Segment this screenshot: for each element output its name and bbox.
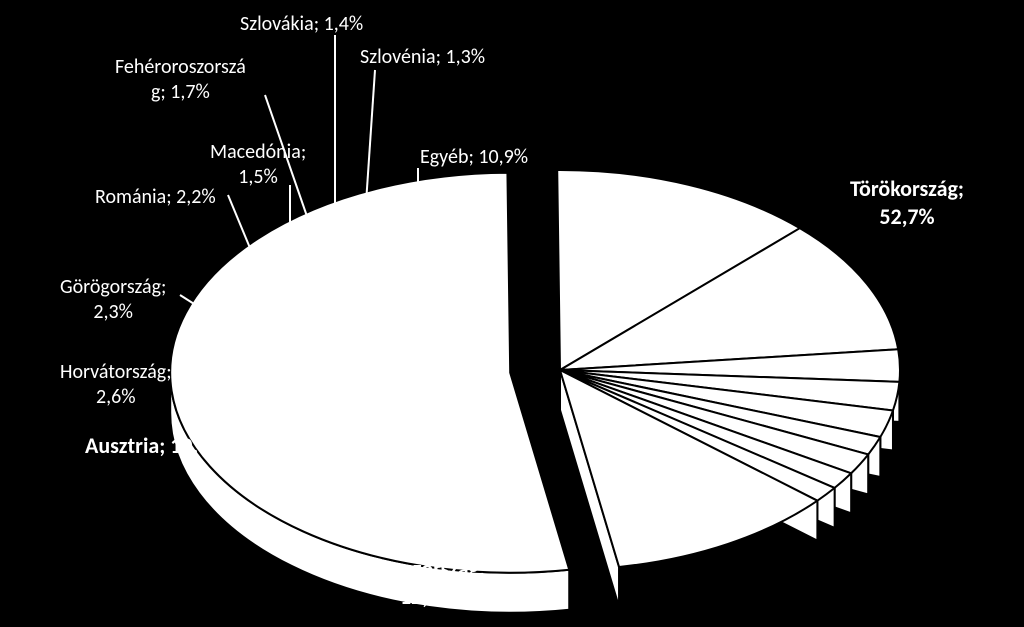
pie-slice-label: Fehéroroszorszá g; 1,7% [115, 55, 246, 105]
pie-slice-label: Egyéb; 10,9% [420, 145, 528, 170]
pie-slice-label: Szlovákia; 1,4% [240, 12, 363, 37]
pie-slice-label: Románia; 2,2% [95, 185, 216, 210]
pie-slice-label: Macedónia; 1,5% [210, 140, 306, 190]
pie-slice-label: Oroszország; 12,6% [370, 555, 485, 610]
pie-slice-label: Ausztria; 10,9% [85, 432, 225, 460]
pie-slice-label: Szlovénia; 1,3% [360, 45, 485, 70]
pie-slice-label: Görögország; 2,3% [60, 275, 166, 325]
pie-slice-label: Horvátország; 2,6% [60, 360, 172, 410]
pie-slice-label: Törökország; 52,7% [850, 175, 964, 230]
pie-chart: Törökország; 52,7% Oroszország; 12,6% Ausz… [0, 0, 1024, 627]
